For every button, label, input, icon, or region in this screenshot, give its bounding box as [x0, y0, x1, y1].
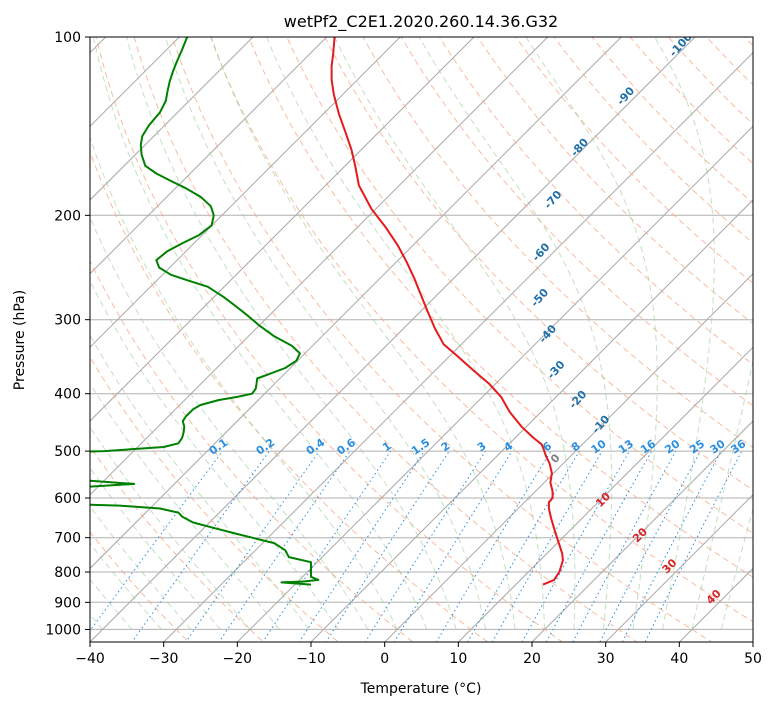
mixing-ratio-line: [435, 450, 552, 642]
x-tick-label: −10: [296, 651, 326, 667]
x-tick-label: −40: [75, 651, 105, 667]
moist-adiabat: [720, 506, 753, 630]
dry-adiabat: [209, 37, 753, 623]
y-tick-label: 900: [54, 595, 81, 611]
x-axis-label: Temperature (°C): [360, 681, 482, 697]
isotherm: [457, 346, 753, 642]
mixing-ratio-line: [393, 450, 513, 642]
moist-adiabat: [418, 37, 613, 630]
dry-adiabat: [90, 531, 190, 642]
dry-adiabat: [171, 37, 713, 642]
dry-adiabat: [438, 37, 753, 366]
y-tick-label: 100: [54, 30, 81, 46]
moist-adiabat: [691, 358, 753, 630]
isotherm: [383, 272, 753, 642]
moist-adiabat: [90, 215, 369, 630]
dry-adiabat: [248, 37, 753, 578]
isotherm: [236, 125, 753, 642]
isotherm: [310, 199, 753, 642]
isotherm: [90, 37, 328, 275]
series-line-1: [90, 503, 320, 586]
isotherm: [162, 51, 753, 642]
dry-adiabat: [286, 37, 753, 534]
moist-adiabat: [90, 467, 221, 630]
dry-adiabat: [133, 37, 638, 642]
x-tick-label: 30: [597, 651, 615, 667]
isotherm: [90, 37, 254, 201]
isotherm: [531, 420, 753, 642]
dry-adiabat: [90, 259, 414, 642]
moist-adiabat: [92, 37, 428, 630]
background-lines: [90, 37, 753, 642]
data-lines: [90, 37, 564, 586]
moist-adiabat: [210, 37, 516, 630]
mixing-ratio-line: [218, 450, 351, 642]
dry-adiabat: [477, 37, 753, 325]
mixing-ratio-line: [185, 450, 320, 642]
isotherm: [90, 37, 402, 349]
x-tick-label: 40: [670, 651, 688, 667]
y-tick-label: 1000: [45, 622, 81, 638]
mixing-ratio-line: [521, 450, 630, 642]
mixing-ratio-line: [599, 450, 701, 642]
y-tick-label: 500: [54, 444, 81, 460]
x-tick-label: −30: [149, 651, 179, 667]
y-axis-label: Pressure (hPa): [12, 290, 28, 390]
series-line-2: [90, 479, 136, 488]
moist-adiabat: [90, 382, 280, 630]
mixing-ratio-line: [325, 450, 450, 642]
isotherm: [90, 37, 623, 570]
y-tick-label: 200: [54, 208, 81, 224]
chart-title: wetPf2_C2E1.2020.260.14.36.G32: [284, 12, 558, 32]
moist-adiabat: [90, 279, 339, 630]
dry-adiabat: [90, 356, 340, 642]
moist-adiabat: [90, 542, 162, 630]
moist-adiabat: [90, 426, 251, 630]
y-tick-label: 700: [54, 531, 81, 547]
x-tick-label: −20: [223, 651, 253, 667]
moist-adiabat: [266, 37, 546, 630]
isotherm: [90, 37, 475, 422]
mixing-ratio-line: [90, 450, 223, 632]
moist-adiabat: [90, 505, 192, 630]
mixing-ratio-line: [491, 450, 603, 642]
mixing-ratio-line: [644, 450, 743, 642]
y-tick-label: 800: [54, 565, 81, 581]
y-tick-label: 300: [54, 313, 81, 329]
isotherm: [90, 37, 696, 642]
axis-ticks: −40 −30 −20 −10 0 10 20 30 40 50 100 200 300 400 500 60…: [45, 30, 762, 667]
plot-frame: [89, 36, 754, 643]
x-tick-label: 10: [449, 651, 467, 667]
dry-adiabat: [90, 445, 265, 642]
moist-adiabat: [334, 37, 576, 630]
moist-adiabat: [90, 334, 310, 630]
moist-adiabat: [164, 37, 487, 630]
moist-adiabat: [654, 37, 715, 630]
y-tick-label: 600: [54, 491, 81, 507]
x-tick-label: 20: [523, 651, 541, 667]
series-line-0: [330, 37, 564, 586]
mixing-ratio-line: [545, 450, 653, 642]
y-tick-label: 400: [54, 387, 81, 403]
plot-area: 0.1 0.2 0.4 0.6 1 1.5 2 3 4 6 8 10 13 16 20 25 30 36-100-…: [90, 37, 753, 642]
x-tick-label: 0: [380, 651, 389, 667]
moist-adiabat: [90, 135, 398, 630]
moist-adiabat: [90, 578, 133, 630]
moist-adiabat: [126, 37, 457, 630]
series-line-3: [90, 37, 301, 453]
isotherm: [604, 493, 753, 642]
dry-adiabat: [400, 37, 753, 407]
mixing-ratio-line: [572, 450, 677, 642]
isotherm: [90, 37, 549, 496]
x-tick-label: 50: [744, 651, 762, 667]
moist-adiabat: [525, 37, 658, 630]
mixing-ratio-line: [621, 450, 722, 642]
